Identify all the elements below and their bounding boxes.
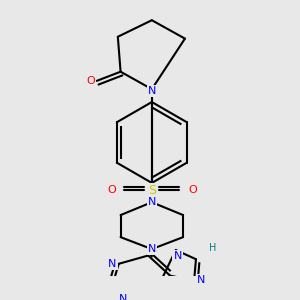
Text: N: N (148, 244, 156, 254)
Text: O: O (86, 76, 94, 86)
Text: N: N (197, 275, 206, 285)
Text: N: N (119, 294, 128, 300)
Text: O: O (188, 185, 197, 195)
Text: O: O (107, 185, 116, 195)
Text: H: H (209, 243, 216, 253)
Text: N: N (173, 251, 182, 261)
Text: N: N (148, 86, 156, 96)
Text: N: N (148, 197, 156, 207)
Text: N: N (108, 259, 116, 269)
Text: S: S (148, 184, 156, 197)
